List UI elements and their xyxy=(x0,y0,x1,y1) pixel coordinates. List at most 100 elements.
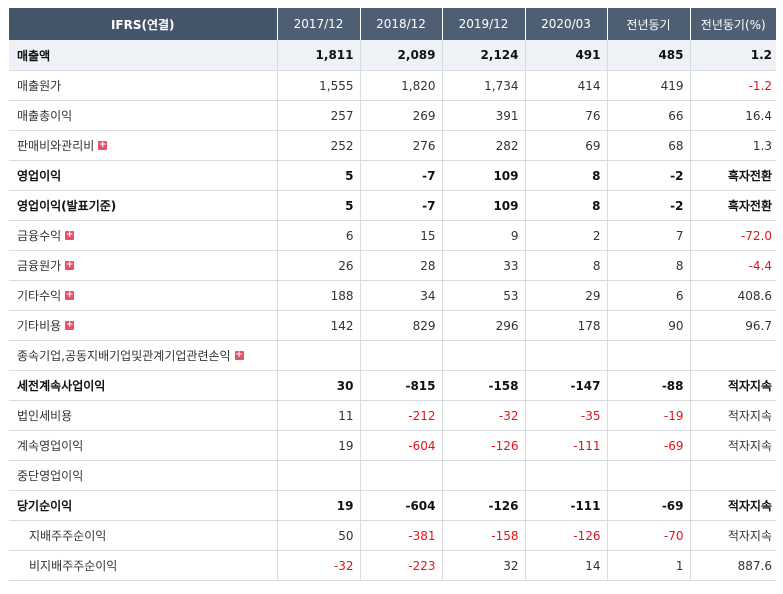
value-cell: 50 xyxy=(277,520,361,551)
value-cell xyxy=(442,460,526,491)
value-cell: -1.2 xyxy=(690,70,776,101)
financial-statement-table: IFRS(연결) 2017/12 2018/12 2019/12 2020/03… xyxy=(9,8,776,581)
value-cell: -69 xyxy=(607,430,691,461)
value-cell xyxy=(360,340,443,371)
table-row: 매출원가 1,555 1,820 1,734 414 419 -1.2 xyxy=(9,70,776,101)
value-cell: 15 xyxy=(360,220,443,251)
table-row: 판매비와관리비 +252 276 282 69 68 1.3 xyxy=(9,130,776,161)
value-cell: 2,089 xyxy=(360,40,443,71)
value-cell xyxy=(607,340,691,371)
header-cell-prev-period-pct: 전년동기(%) xyxy=(690,8,776,40)
value-cell: 282 xyxy=(442,130,526,161)
plus-icon[interactable]: + xyxy=(65,320,75,330)
table-body: 매출액 1,811 2,089 2,124 491 485 1.2 매출원가 1,555 1,82… xyxy=(9,40,776,581)
row-label: 매출원가 xyxy=(9,70,278,101)
table-row: 금융원가 +26 28 33 8 8 -4.4 xyxy=(9,250,776,281)
plus-icon[interactable]: + xyxy=(65,230,75,240)
table-row: 계속영업이익 19 -604 -126 -111 -69 적자지속 xyxy=(9,430,776,461)
value-cell: 252 xyxy=(277,130,361,161)
value-cell: 1,820 xyxy=(360,70,443,101)
value-cell xyxy=(277,460,361,491)
value-cell: 흑자전환 xyxy=(690,190,776,221)
value-cell: 30 xyxy=(277,370,361,401)
table-row: 종속기업,공동지배기업및관계기업관련손익 + xyxy=(9,340,776,371)
row-label: 기타수익 + xyxy=(9,280,278,311)
value-cell: 6 xyxy=(277,220,361,251)
value-cell: 419 xyxy=(607,70,691,101)
value-cell: -111 xyxy=(525,490,608,521)
value-cell: 69 xyxy=(525,130,608,161)
row-label: 영업이익(발표기준) xyxy=(9,190,278,221)
value-cell: 19 xyxy=(277,490,361,521)
row-label-text: 매출액 xyxy=(17,48,51,63)
value-cell: 28 xyxy=(360,250,443,281)
value-cell: 5 xyxy=(277,160,361,191)
value-cell: 296 xyxy=(442,310,526,341)
row-label-text: 매출원가 xyxy=(17,79,62,93)
value-cell: 1,811 xyxy=(277,40,361,71)
value-cell: -158 xyxy=(442,370,526,401)
plus-icon[interactable]: + xyxy=(65,260,75,270)
value-cell: 188 xyxy=(277,280,361,311)
value-cell: 9 xyxy=(442,220,526,251)
value-cell xyxy=(277,340,361,371)
value-cell: 7 xyxy=(607,220,691,251)
value-cell: -604 xyxy=(360,490,443,521)
value-cell: -158 xyxy=(442,520,526,551)
row-label-text: 매출총이익 xyxy=(17,109,73,123)
table-row: 영업이익(발표기준) 5 -7 109 8 -2 흑자전환 xyxy=(9,190,776,221)
row-label-text: 계속영업이익 xyxy=(17,439,84,453)
value-cell: 8 xyxy=(525,250,608,281)
value-cell: 53 xyxy=(442,280,526,311)
table-row: 당기순이익 19 -604 -126 -111 -69 적자지속 xyxy=(9,490,776,521)
value-cell: 1.3 xyxy=(690,130,776,161)
table-row: 세전계속사업이익 30 -815 -158 -147 -88 적자지속 xyxy=(9,370,776,401)
value-cell: 90 xyxy=(607,310,691,341)
row-label: 계속영업이익 xyxy=(9,430,278,461)
value-cell: 8 xyxy=(525,190,608,221)
row-label: 당기순이익 xyxy=(9,490,278,521)
row-label: 비지배주주순이익 xyxy=(9,550,278,581)
row-label-text: 영업이익(발표기준) xyxy=(17,199,117,213)
plus-icon[interactable]: + xyxy=(65,290,75,300)
value-cell: 142 xyxy=(277,310,361,341)
row-label-text: 금융원가 xyxy=(17,259,62,273)
value-cell: -32 xyxy=(442,400,526,431)
row-label: 영업이익 xyxy=(9,160,278,191)
value-cell: 491 xyxy=(525,40,608,71)
value-cell: -381 xyxy=(360,520,443,551)
value-cell: 1.2 xyxy=(690,40,776,71)
row-label: 종속기업,공동지배기업및관계기업관련손익 + xyxy=(9,340,278,371)
row-label-text: 세전계속사업이익 xyxy=(17,379,106,393)
table-row: 비지배주주순이익 -32 -223 32 14 1 887.6 xyxy=(9,550,776,581)
value-cell: -815 xyxy=(360,370,443,401)
value-cell: -126 xyxy=(525,520,608,551)
value-cell: -2 xyxy=(607,160,691,191)
value-cell: 1 xyxy=(607,550,691,581)
value-cell: 76 xyxy=(525,100,608,131)
value-cell xyxy=(525,340,608,371)
value-cell: -2 xyxy=(607,190,691,221)
value-cell: -111 xyxy=(525,430,608,461)
value-cell: -32 xyxy=(277,550,361,581)
value-cell: 26 xyxy=(277,250,361,281)
header-cell-2018: 2018/12 xyxy=(360,8,443,40)
plus-icon[interactable]: + xyxy=(98,140,108,150)
value-cell xyxy=(442,340,526,371)
table-row: 금융수익 +6 15 9 2 7 -72.0 xyxy=(9,220,776,251)
value-cell: 66 xyxy=(607,100,691,131)
value-cell: -126 xyxy=(442,490,526,521)
row-label: 금융수익 + xyxy=(9,220,278,251)
value-cell: -147 xyxy=(525,370,608,401)
value-cell: 6 xyxy=(607,280,691,311)
header-cell-prev-period: 전년동기 xyxy=(607,8,691,40)
value-cell: -223 xyxy=(360,550,443,581)
value-cell: 33 xyxy=(442,250,526,281)
value-cell: 109 xyxy=(442,160,526,191)
row-label-text: 기타비용 xyxy=(17,319,62,333)
value-cell: 829 xyxy=(360,310,443,341)
value-cell xyxy=(360,460,443,491)
value-cell: 16.4 xyxy=(690,100,776,131)
plus-icon[interactable]: + xyxy=(234,350,244,360)
value-cell: 276 xyxy=(360,130,443,161)
